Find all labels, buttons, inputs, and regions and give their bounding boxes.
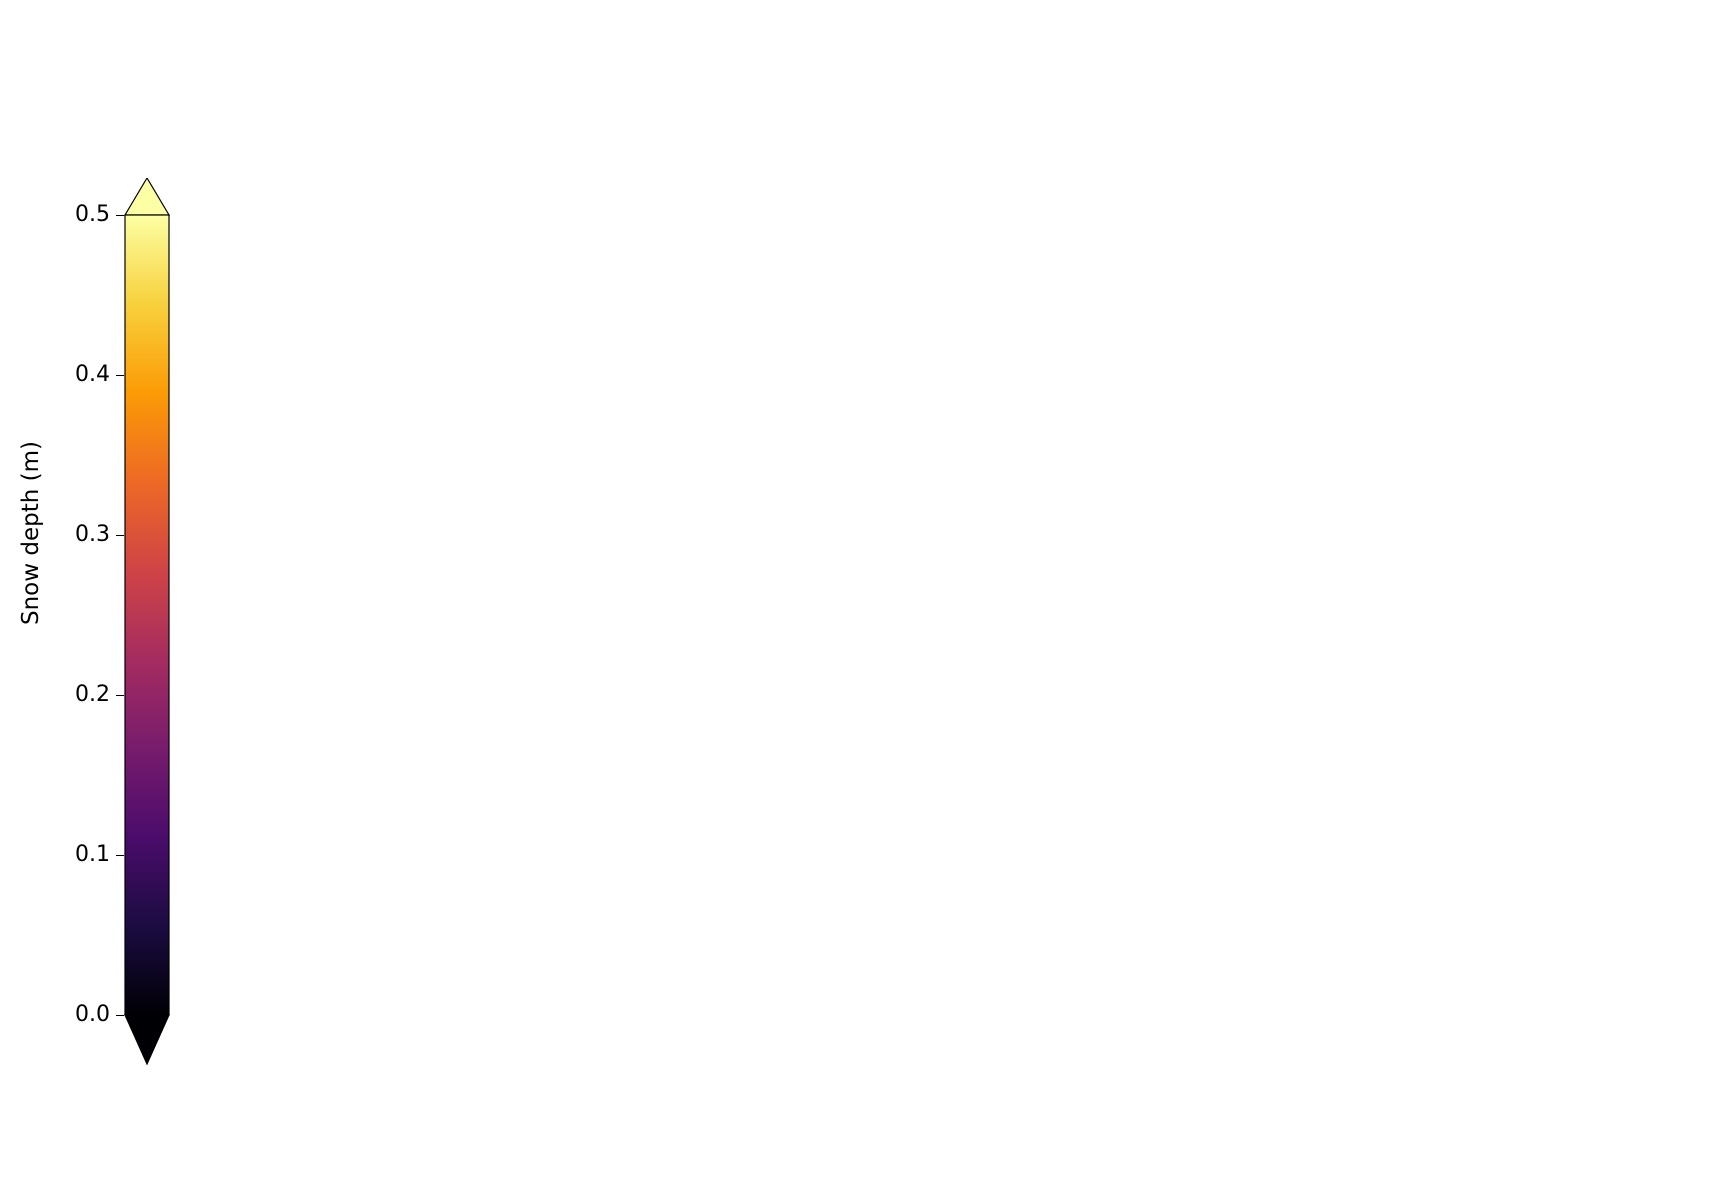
colorbar-bar bbox=[123, 176, 171, 1066]
colorbar-tick-mark bbox=[116, 695, 124, 696]
colorbar-tick-mark bbox=[116, 375, 124, 376]
colorbar-tick-label: 0.0 bbox=[75, 1002, 110, 1027]
colorbar-tick-label: 0.3 bbox=[75, 522, 110, 547]
colorbar-tick-label: 0.4 bbox=[75, 362, 110, 387]
colorbar-tick-label: 0.2 bbox=[75, 682, 110, 707]
colorbar-label: Snow depth (m) bbox=[18, 441, 44, 625]
colorbar-tick-mark bbox=[116, 535, 124, 536]
colorbar-tick-label: 0.5 bbox=[75, 202, 110, 227]
colorbar-body bbox=[124, 214, 170, 1016]
colorbar bbox=[123, 176, 171, 1066]
colorbar-lower-extension bbox=[124, 1014, 170, 1066]
colorbar-tick-mark bbox=[116, 855, 124, 856]
colorbar-upper-extension bbox=[123, 176, 171, 216]
colorbar-tick-mark bbox=[116, 1015, 124, 1016]
colorbar-tick-mark bbox=[116, 215, 124, 216]
colorbar-tick-label: 0.1 bbox=[75, 842, 110, 867]
